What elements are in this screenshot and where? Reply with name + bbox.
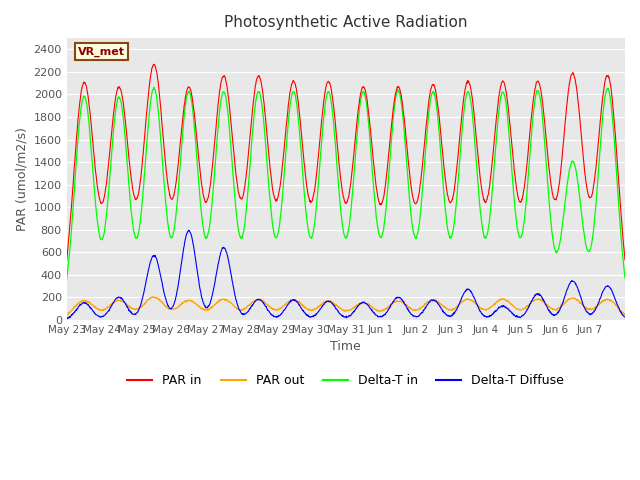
Delta-T in	[150, 84, 158, 90]
PAR in	[63, 258, 70, 264]
Delta-T in	[63, 276, 70, 282]
Delta-T Diffuse	[478, 311, 486, 317]
Line: Delta-T in: Delta-T in	[67, 87, 625, 279]
Delta-T in	[614, 193, 622, 199]
Line: PAR out: PAR out	[67, 297, 625, 315]
Delta-T Diffuse	[321, 300, 329, 305]
Title: Photosynthetic Active Radiation: Photosynthetic Active Radiation	[224, 15, 468, 30]
Delta-T Diffuse	[150, 252, 158, 258]
Delta-T in	[321, 104, 329, 109]
PAR out	[151, 294, 159, 300]
PAR in	[621, 257, 629, 263]
Delta-T Diffuse	[64, 316, 72, 322]
Text: VR_met: VR_met	[78, 47, 125, 57]
PAR in	[150, 62, 158, 68]
Line: PAR in: PAR in	[67, 64, 625, 261]
PAR out	[321, 300, 329, 305]
PAR out	[64, 312, 72, 318]
Delta-T Diffuse	[560, 297, 568, 302]
PAR in	[150, 61, 157, 67]
PAR out	[614, 305, 622, 311]
Delta-T Diffuse	[614, 305, 622, 311]
Delta-T Diffuse	[621, 314, 629, 320]
PAR in	[560, 138, 568, 144]
PAR out	[63, 312, 70, 318]
PAR in	[478, 185, 486, 191]
Delta-T Diffuse	[185, 228, 193, 233]
PAR out	[148, 294, 156, 300]
Delta-T in	[560, 213, 568, 219]
Y-axis label: PAR (umol/m2/s): PAR (umol/m2/s)	[15, 127, 28, 231]
Legend: PAR in, PAR out, Delta-T in, Delta-T Diffuse: PAR in, PAR out, Delta-T in, Delta-T Dif…	[122, 370, 569, 392]
Delta-T Diffuse	[332, 306, 340, 312]
Delta-T Diffuse	[63, 315, 70, 321]
PAR in	[614, 169, 622, 175]
PAR out	[621, 311, 629, 317]
PAR out	[332, 301, 340, 307]
Delta-T in	[332, 142, 339, 148]
X-axis label: Time: Time	[330, 340, 361, 353]
PAR out	[560, 301, 568, 307]
Line: Delta-T Diffuse: Delta-T Diffuse	[67, 230, 625, 319]
PAR out	[478, 306, 486, 312]
Delta-T in	[150, 86, 158, 92]
PAR in	[321, 90, 329, 96]
Delta-T in	[478, 221, 486, 227]
PAR in	[332, 121, 339, 127]
Delta-T in	[621, 275, 629, 281]
